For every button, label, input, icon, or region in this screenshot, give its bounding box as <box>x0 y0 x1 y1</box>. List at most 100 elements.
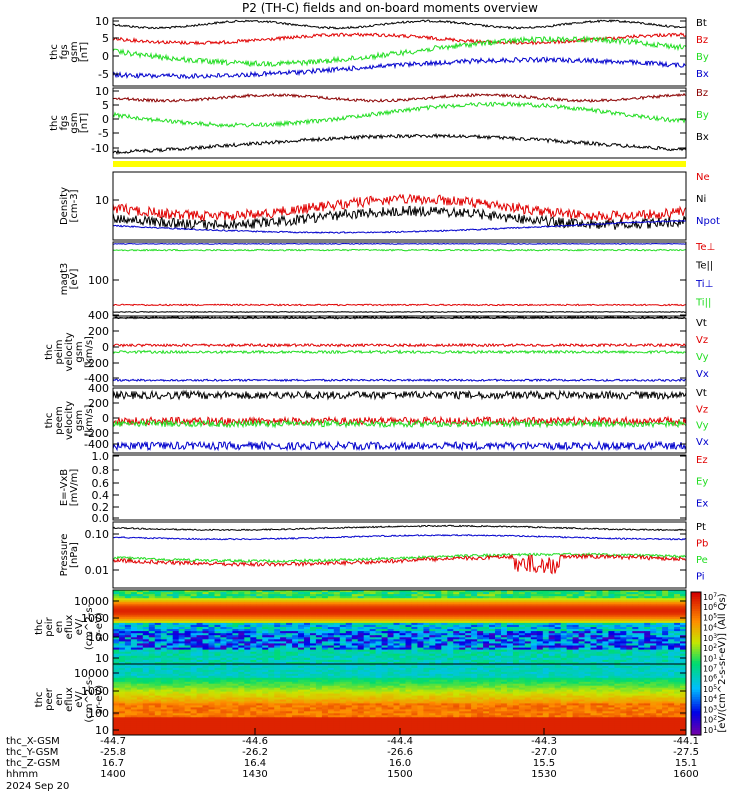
spectrogram-cell <box>345 664 353 667</box>
spectrogram-cell <box>453 664 460 667</box>
spectrogram-cell <box>262 618 269 622</box>
spectrogram-cell <box>333 620 341 624</box>
spectrogram-cell <box>375 618 383 622</box>
spectrogram-cell <box>554 614 562 618</box>
spectrogram-cell <box>423 675 430 679</box>
spectrogram-cell <box>518 594 526 597</box>
spectrogram-cell <box>298 602 305 605</box>
spectrogram-cell <box>399 675 406 679</box>
spectrogram-cell <box>178 667 186 671</box>
spectrogram-cell <box>315 620 323 624</box>
spectrogram-cell <box>495 649 502 653</box>
spectrogram-cell <box>447 596 454 599</box>
spectrogram-cell <box>465 608 472 612</box>
spectrogram-cell <box>190 635 198 638</box>
spectrogram-cell <box>554 598 562 601</box>
spectrogram-cell <box>417 635 424 638</box>
spectrogram-cell <box>536 655 544 659</box>
spectrogram-cell <box>160 616 168 620</box>
spectrogram-cell <box>518 616 526 620</box>
spectrogram-cell <box>590 631 597 634</box>
spectrogram-cell <box>178 655 186 659</box>
spectrogram-cell <box>405 687 412 691</box>
spectrogram-cell <box>560 604 568 607</box>
spectrogram-cell <box>369 627 377 630</box>
spectrogram-cell <box>518 675 526 679</box>
spectrogram-cell <box>614 635 621 638</box>
spectrogram-cell <box>244 647 251 651</box>
spectrogram-cell <box>315 647 323 651</box>
spectrogram-cell <box>190 618 198 622</box>
spectrogram-cell <box>441 639 448 642</box>
spectrogram-cell <box>411 610 418 614</box>
spectrogram-cell <box>656 675 663 679</box>
spectrogram-cell <box>554 666 562 669</box>
spectrogram-cell <box>644 608 651 612</box>
spectrogram-cell <box>393 596 400 599</box>
spectrogram-cell <box>124 616 132 620</box>
spectrogram-cell <box>536 627 544 630</box>
spectrogram-cell <box>178 679 186 683</box>
spectrogram-cell <box>483 598 490 601</box>
spectrogram-cell <box>435 673 442 677</box>
spectrogram-cell <box>166 612 174 616</box>
spectrogram-cell <box>226 633 233 636</box>
spectrogram-cell <box>327 661 335 665</box>
spectrogram-cell <box>423 641 430 644</box>
spectrogram-cell <box>512 637 520 640</box>
spectrogram-cell <box>668 669 675 673</box>
spectrogram-cell <box>208 633 215 636</box>
spectrogram-cell <box>298 655 305 659</box>
spectrogram-cell <box>202 598 209 601</box>
spectrogram-cell <box>459 643 466 646</box>
spectrogram-cell <box>250 667 257 671</box>
spectrogram-cell <box>578 637 586 640</box>
spectrogram-cell <box>119 669 126 673</box>
spectrogram-cell <box>536 666 544 669</box>
spectrogram-cell <box>119 604 126 607</box>
y-tick-label: 10 <box>95 85 109 98</box>
spectrogram-cell <box>292 655 299 659</box>
spectrogram-cell <box>459 639 466 642</box>
spectrogram-cell <box>119 612 126 616</box>
spectrogram-cell <box>453 622 460 626</box>
spectrogram-cell <box>333 627 341 630</box>
spectrogram-cell <box>453 612 460 616</box>
spectrogram-cell <box>124 679 132 683</box>
spectrogram-cell <box>160 627 168 630</box>
spectrogram-cell <box>327 649 335 653</box>
spectrogram-cell <box>351 664 359 667</box>
spectrogram-cell <box>447 633 454 636</box>
spectrogram-cell <box>518 596 526 599</box>
y-axis-label: [km/s] <box>84 404 95 436</box>
spectrogram-cell <box>315 612 323 616</box>
spectrogram-cell <box>327 610 335 614</box>
spectrogram-cell <box>423 624 430 628</box>
spectrogram-cell <box>626 618 633 622</box>
spectrogram-cell <box>465 643 472 646</box>
spectrogram-cell <box>417 666 424 669</box>
spectrogram-cell <box>292 677 299 681</box>
spectrogram-cell <box>136 671 144 675</box>
spectrogram-cell <box>590 643 597 646</box>
spectrogram-cell <box>447 604 454 607</box>
spectrogram-cell <box>536 653 544 657</box>
spectrogram-cell <box>584 600 591 603</box>
spectrogram-cell <box>506 655 514 659</box>
spectrogram-cell <box>620 602 627 605</box>
spectrogram-cell <box>113 661 120 665</box>
spectrogram-cell <box>459 590 466 593</box>
spectrogram-cell <box>578 612 586 616</box>
spectrogram-cell <box>608 594 615 597</box>
spectrogram-cell <box>453 683 460 687</box>
spectrogram-cell <box>483 604 490 607</box>
spectrogram-cell <box>387 637 395 640</box>
spectrogram-cell <box>650 600 657 603</box>
spectrogram-cell <box>208 651 215 655</box>
spectrogram-cell <box>393 669 400 673</box>
spectrogram-cell <box>357 664 365 667</box>
spectrogram-cell <box>172 669 180 673</box>
spectrogram-cell <box>644 645 651 649</box>
spectrogram-cell <box>250 679 257 683</box>
spectrogram-cell <box>548 645 556 649</box>
